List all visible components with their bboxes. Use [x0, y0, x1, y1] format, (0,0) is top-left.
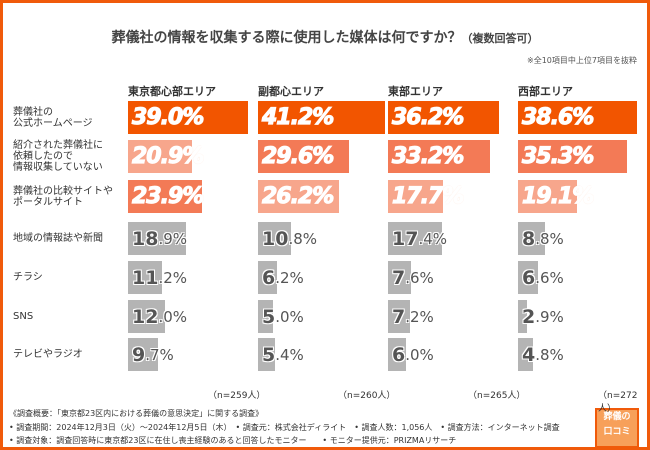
- row-label: テレビやラジオ: [13, 349, 83, 360]
- data-label: 6.6%: [522, 266, 564, 289]
- bar: [388, 338, 407, 371]
- data-label: 12.0%: [132, 305, 188, 328]
- bar: [518, 101, 637, 134]
- footer-line: • 調査対象：調査回答時に東京都23区に在住し喪主経験のあると回答したモニター …: [9, 436, 457, 445]
- bar: [258, 101, 385, 134]
- data-label: 5.4%: [262, 343, 304, 366]
- data-label: 17.4%: [392, 227, 448, 250]
- data-label: 7.2%: [392, 305, 434, 328]
- column-header: 東部エリア: [388, 85, 443, 98]
- bar: [258, 300, 274, 333]
- data-label: 8.8%: [522, 227, 564, 250]
- column-header: 西部エリア: [518, 85, 573, 98]
- bar: [518, 180, 577, 213]
- data-label: 10.8%: [262, 227, 318, 250]
- column-header: 東京都心部エリア: [128, 85, 216, 98]
- bar: [128, 222, 187, 255]
- sample-size: （n=259人）: [208, 391, 266, 401]
- data-label: 17.7%: [391, 183, 465, 209]
- bar: [258, 140, 350, 173]
- data-label: 11.2%: [132, 266, 188, 289]
- bar: [518, 140, 627, 173]
- row-label: 葬儀社の 公式ホームページ: [13, 106, 93, 129]
- data-label: 39.0%: [131, 104, 205, 130]
- bar: [128, 101, 249, 134]
- row-label: 地域の情報誌や新聞: [13, 233, 103, 244]
- data-label: 33.2%: [391, 143, 465, 169]
- chart-title: 葬儀社の情報を収集する際に使用した媒体は何ですか？（複数回答可）: [3, 27, 647, 47]
- data-label: 6.2%: [262, 266, 304, 289]
- row-label: SNS: [13, 311, 34, 322]
- bar: [388, 222, 442, 255]
- bar: [518, 338, 533, 371]
- bar: [258, 180, 339, 213]
- title-text: 葬儀社の情報を収集する際に使用した媒体は何ですか？: [111, 30, 462, 46]
- row-label: 紹介された葬儀社に 依頼したので 情報収集していない: [13, 140, 103, 173]
- sample-size: （n=272人）: [598, 391, 638, 414]
- bar: [518, 222, 546, 255]
- footer-line: • 調査期間：2024年12月3日（火）～2024年12月5日（木） • 調査元…: [9, 423, 560, 432]
- title-note: （複数回答可）: [461, 32, 539, 45]
- data-label: 38.6%: [521, 104, 595, 130]
- row-label: 葬儀社の比較サイトや ポータルサイト: [13, 185, 113, 208]
- bar: [388, 101, 500, 134]
- footer-line: 《調査概要：「東京都23区内における葬儀の意思決定」に関する調査》: [9, 409, 264, 418]
- data-label: 4.8%: [522, 343, 564, 366]
- data-label: 6.0%: [392, 343, 434, 366]
- data-label: 9.7%: [132, 343, 174, 366]
- data-label: 19.1%: [521, 183, 595, 209]
- data-label: 7.6%: [392, 266, 434, 289]
- row-label: チラシ: [13, 272, 43, 283]
- data-label: 36.2%: [391, 104, 465, 130]
- data-label: 29.6%: [261, 143, 335, 169]
- bar: [128, 140, 193, 173]
- bar: [128, 180, 202, 213]
- subnote: ※全10項目中上位7項目を抜粋: [527, 56, 637, 65]
- data-label: 2.9%: [522, 305, 564, 328]
- bar: [518, 300, 527, 333]
- bar: [258, 338, 275, 371]
- sample-size: （n=265人）: [468, 391, 526, 401]
- bar: [128, 338, 158, 371]
- data-label: 41.2%: [261, 104, 335, 130]
- bar: [388, 300, 411, 333]
- logo: 葬儀の 口コミ: [595, 408, 639, 447]
- bar: [388, 261, 412, 294]
- bar: [518, 261, 539, 294]
- bar: [128, 300, 165, 333]
- bar: [258, 261, 278, 294]
- bar: [388, 180, 443, 213]
- column-header: 副都心エリア: [258, 85, 324, 98]
- data-label: 18.9%: [132, 227, 188, 250]
- sample-size: （n=260人）: [338, 391, 396, 401]
- data-label: 5.0%: [262, 305, 304, 328]
- bar: [388, 140, 491, 173]
- bar: [128, 261, 163, 294]
- data-label: 35.3%: [521, 143, 595, 169]
- data-label: 20.9%: [131, 143, 205, 169]
- data-label: 23.9%: [131, 183, 205, 209]
- bar: [258, 222, 292, 255]
- data-label: 26.2%: [261, 183, 335, 209]
